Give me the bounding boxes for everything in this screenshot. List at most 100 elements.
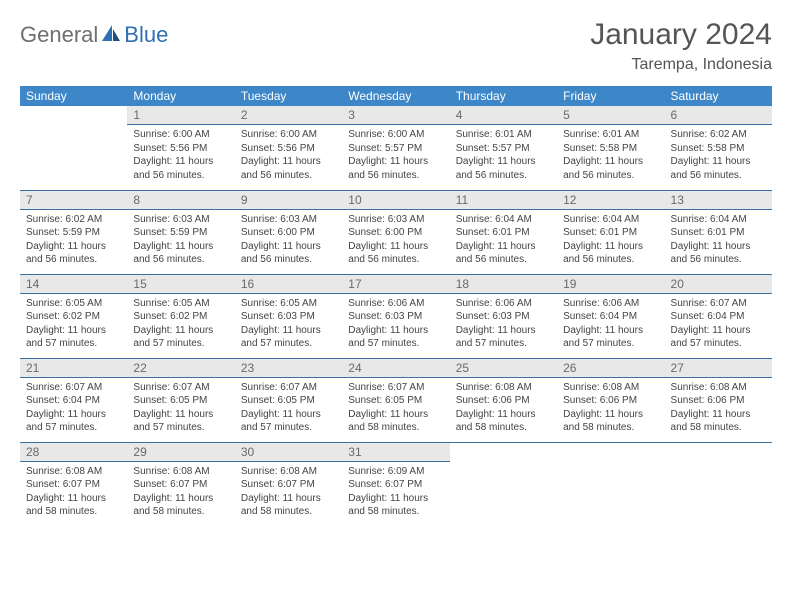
weekday-header: Saturday xyxy=(665,86,772,106)
sunrise-text: Sunrise: 6:05 AM xyxy=(241,297,336,311)
sunset-text: Sunset: 5:56 PM xyxy=(241,142,336,156)
calendar-day: 4Sunrise: 6:01 AMSunset: 5:57 PMDaylight… xyxy=(450,106,557,190)
daylight-text: Daylight: 11 hours and 56 minutes. xyxy=(241,155,336,182)
calendar-day xyxy=(20,106,127,190)
location-subtitle: Tarempa, Indonesia xyxy=(590,56,772,74)
sunset-text: Sunset: 5:59 PM xyxy=(133,226,228,240)
day-details: Sunrise: 6:03 AMSunset: 6:00 PMDaylight:… xyxy=(342,210,449,273)
day-details: Sunrise: 6:02 AMSunset: 5:58 PMDaylight:… xyxy=(665,125,772,188)
sunset-text: Sunset: 6:05 PM xyxy=(348,394,443,408)
day-details: Sunrise: 6:07 AMSunset: 6:05 PMDaylight:… xyxy=(235,378,342,441)
day-number: 5 xyxy=(557,106,664,125)
daylight-text: Daylight: 11 hours and 57 minutes. xyxy=(671,324,766,351)
day-details: Sunrise: 6:03 AMSunset: 5:59 PMDaylight:… xyxy=(127,210,234,273)
calendar-week: 1Sunrise: 6:00 AMSunset: 5:56 PMDaylight… xyxy=(20,106,772,190)
day-details xyxy=(20,124,127,133)
day-number xyxy=(450,443,557,461)
calendar-day: 14Sunrise: 6:05 AMSunset: 6:02 PMDayligh… xyxy=(20,274,127,358)
daylight-text: Daylight: 11 hours and 57 minutes. xyxy=(348,324,443,351)
day-number: 30 xyxy=(235,443,342,462)
sunset-text: Sunset: 5:58 PM xyxy=(563,142,658,156)
day-number: 23 xyxy=(235,359,342,378)
day-details: Sunrise: 6:04 AMSunset: 6:01 PMDaylight:… xyxy=(665,210,772,273)
day-number: 24 xyxy=(342,359,449,378)
day-number: 31 xyxy=(342,443,449,462)
day-details: Sunrise: 6:05 AMSunset: 6:02 PMDaylight:… xyxy=(127,294,234,357)
day-details: Sunrise: 6:07 AMSunset: 6:04 PMDaylight:… xyxy=(665,294,772,357)
day-details: Sunrise: 6:08 AMSunset: 6:07 PMDaylight:… xyxy=(235,462,342,525)
day-number: 18 xyxy=(450,275,557,294)
sunrise-text: Sunrise: 6:06 AM xyxy=(456,297,551,311)
weekday-header: Sunday xyxy=(20,86,127,106)
sunset-text: Sunset: 6:03 PM xyxy=(241,310,336,324)
month-title: January 2024 xyxy=(590,18,772,52)
day-details: Sunrise: 6:04 AMSunset: 6:01 PMDaylight:… xyxy=(557,210,664,273)
calendar-day: 17Sunrise: 6:06 AMSunset: 6:03 PMDayligh… xyxy=(342,274,449,358)
calendar-day: 2Sunrise: 6:00 AMSunset: 5:56 PMDaylight… xyxy=(235,106,342,190)
daylight-text: Daylight: 11 hours and 56 minutes. xyxy=(348,155,443,182)
calendar-day: 31Sunrise: 6:09 AMSunset: 6:07 PMDayligh… xyxy=(342,442,449,526)
day-number: 4 xyxy=(450,106,557,125)
calendar-day: 6Sunrise: 6:02 AMSunset: 5:58 PMDaylight… xyxy=(665,106,772,190)
day-details: Sunrise: 6:01 AMSunset: 5:57 PMDaylight:… xyxy=(450,125,557,188)
logo-text-blue: Blue xyxy=(124,22,168,48)
sunset-text: Sunset: 6:07 PM xyxy=(133,478,228,492)
daylight-text: Daylight: 11 hours and 56 minutes. xyxy=(133,240,228,267)
day-number xyxy=(20,106,127,124)
calendar-body: 1Sunrise: 6:00 AMSunset: 5:56 PMDaylight… xyxy=(20,106,772,526)
sunrise-text: Sunrise: 6:08 AM xyxy=(241,465,336,479)
daylight-text: Daylight: 11 hours and 56 minutes. xyxy=(671,155,766,182)
sunrise-text: Sunrise: 6:00 AM xyxy=(241,128,336,142)
day-number: 14 xyxy=(20,275,127,294)
daylight-text: Daylight: 11 hours and 56 minutes. xyxy=(563,240,658,267)
daylight-text: Daylight: 11 hours and 58 minutes. xyxy=(563,408,658,435)
day-number: 15 xyxy=(127,275,234,294)
day-details: Sunrise: 6:00 AMSunset: 5:56 PMDaylight:… xyxy=(127,125,234,188)
day-details: Sunrise: 6:05 AMSunset: 6:03 PMDaylight:… xyxy=(235,294,342,357)
calendar-day: 9Sunrise: 6:03 AMSunset: 6:00 PMDaylight… xyxy=(235,190,342,274)
sunrise-text: Sunrise: 6:02 AM xyxy=(671,128,766,142)
calendar-day: 28Sunrise: 6:08 AMSunset: 6:07 PMDayligh… xyxy=(20,442,127,526)
sunset-text: Sunset: 6:07 PM xyxy=(348,478,443,492)
day-number: 1 xyxy=(127,106,234,125)
calendar-day: 12Sunrise: 6:04 AMSunset: 6:01 PMDayligh… xyxy=(557,190,664,274)
day-number: 9 xyxy=(235,191,342,210)
day-number xyxy=(557,443,664,461)
day-number: 22 xyxy=(127,359,234,378)
daylight-text: Daylight: 11 hours and 58 minutes. xyxy=(671,408,766,435)
daylight-text: Daylight: 11 hours and 58 minutes. xyxy=(348,492,443,519)
daylight-text: Daylight: 11 hours and 56 minutes. xyxy=(26,240,121,267)
day-details xyxy=(450,461,557,470)
day-number: 8 xyxy=(127,191,234,210)
sunrise-text: Sunrise: 6:08 AM xyxy=(456,381,551,395)
sunset-text: Sunset: 5:58 PM xyxy=(671,142,766,156)
daylight-text: Daylight: 11 hours and 57 minutes. xyxy=(26,408,121,435)
sunset-text: Sunset: 6:00 PM xyxy=(241,226,336,240)
sunrise-text: Sunrise: 6:07 AM xyxy=(348,381,443,395)
calendar-day: 3Sunrise: 6:00 AMSunset: 5:57 PMDaylight… xyxy=(342,106,449,190)
daylight-text: Daylight: 11 hours and 58 minutes. xyxy=(26,492,121,519)
daylight-text: Daylight: 11 hours and 58 minutes. xyxy=(456,408,551,435)
weekday-header: Thursday xyxy=(450,86,557,106)
calendar-day xyxy=(557,442,664,526)
sunrise-text: Sunrise: 6:04 AM xyxy=(563,213,658,227)
calendar-day: 23Sunrise: 6:07 AMSunset: 6:05 PMDayligh… xyxy=(235,358,342,442)
sunset-text: Sunset: 5:59 PM xyxy=(26,226,121,240)
day-number: 6 xyxy=(665,106,772,125)
daylight-text: Daylight: 11 hours and 58 minutes. xyxy=(348,408,443,435)
daylight-text: Daylight: 11 hours and 57 minutes. xyxy=(133,324,228,351)
sunset-text: Sunset: 6:04 PM xyxy=(671,310,766,324)
sunset-text: Sunset: 6:01 PM xyxy=(671,226,766,240)
day-number: 26 xyxy=(557,359,664,378)
calendar-day: 8Sunrise: 6:03 AMSunset: 5:59 PMDaylight… xyxy=(127,190,234,274)
sunset-text: Sunset: 6:05 PM xyxy=(133,394,228,408)
day-details: Sunrise: 6:08 AMSunset: 6:06 PMDaylight:… xyxy=(557,378,664,441)
day-details: Sunrise: 6:05 AMSunset: 6:02 PMDaylight:… xyxy=(20,294,127,357)
calendar-day: 26Sunrise: 6:08 AMSunset: 6:06 PMDayligh… xyxy=(557,358,664,442)
header: General Blue January 2024 Tarempa, Indon… xyxy=(20,18,772,74)
day-details: Sunrise: 6:08 AMSunset: 6:07 PMDaylight:… xyxy=(127,462,234,525)
sunrise-text: Sunrise: 6:02 AM xyxy=(26,213,121,227)
sunset-text: Sunset: 6:04 PM xyxy=(563,310,658,324)
sunset-text: Sunset: 6:00 PM xyxy=(348,226,443,240)
sunrise-text: Sunrise: 6:04 AM xyxy=(671,213,766,227)
